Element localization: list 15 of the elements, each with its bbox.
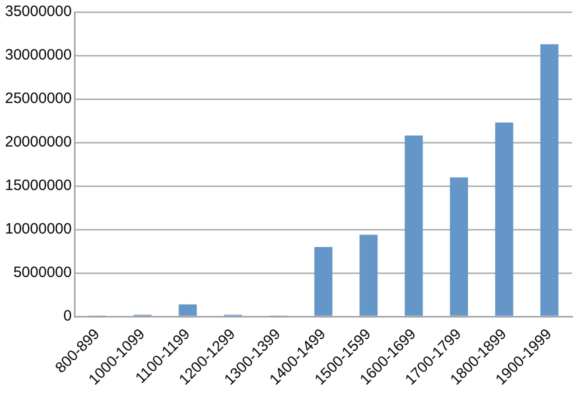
bar: [450, 177, 468, 316]
y-tick-label: 10000000: [4, 220, 72, 238]
bar: [495, 122, 514, 316]
bar: [540, 44, 558, 316]
y-tick-label: 20000000: [4, 134, 72, 151]
y-tick-label: 5000000: [13, 264, 72, 282]
bar: [178, 304, 197, 316]
y-tick-label: 30000000: [4, 46, 72, 64]
bar: [404, 136, 423, 316]
y-tick-label: 35000000: [4, 3, 72, 20]
y-tick-label: 25000000: [4, 90, 72, 108]
bar: [314, 246, 332, 316]
bar: [360, 234, 378, 316]
y-tick-label: 0: [63, 308, 72, 325]
y-tick-label: 15000000: [4, 177, 72, 194]
